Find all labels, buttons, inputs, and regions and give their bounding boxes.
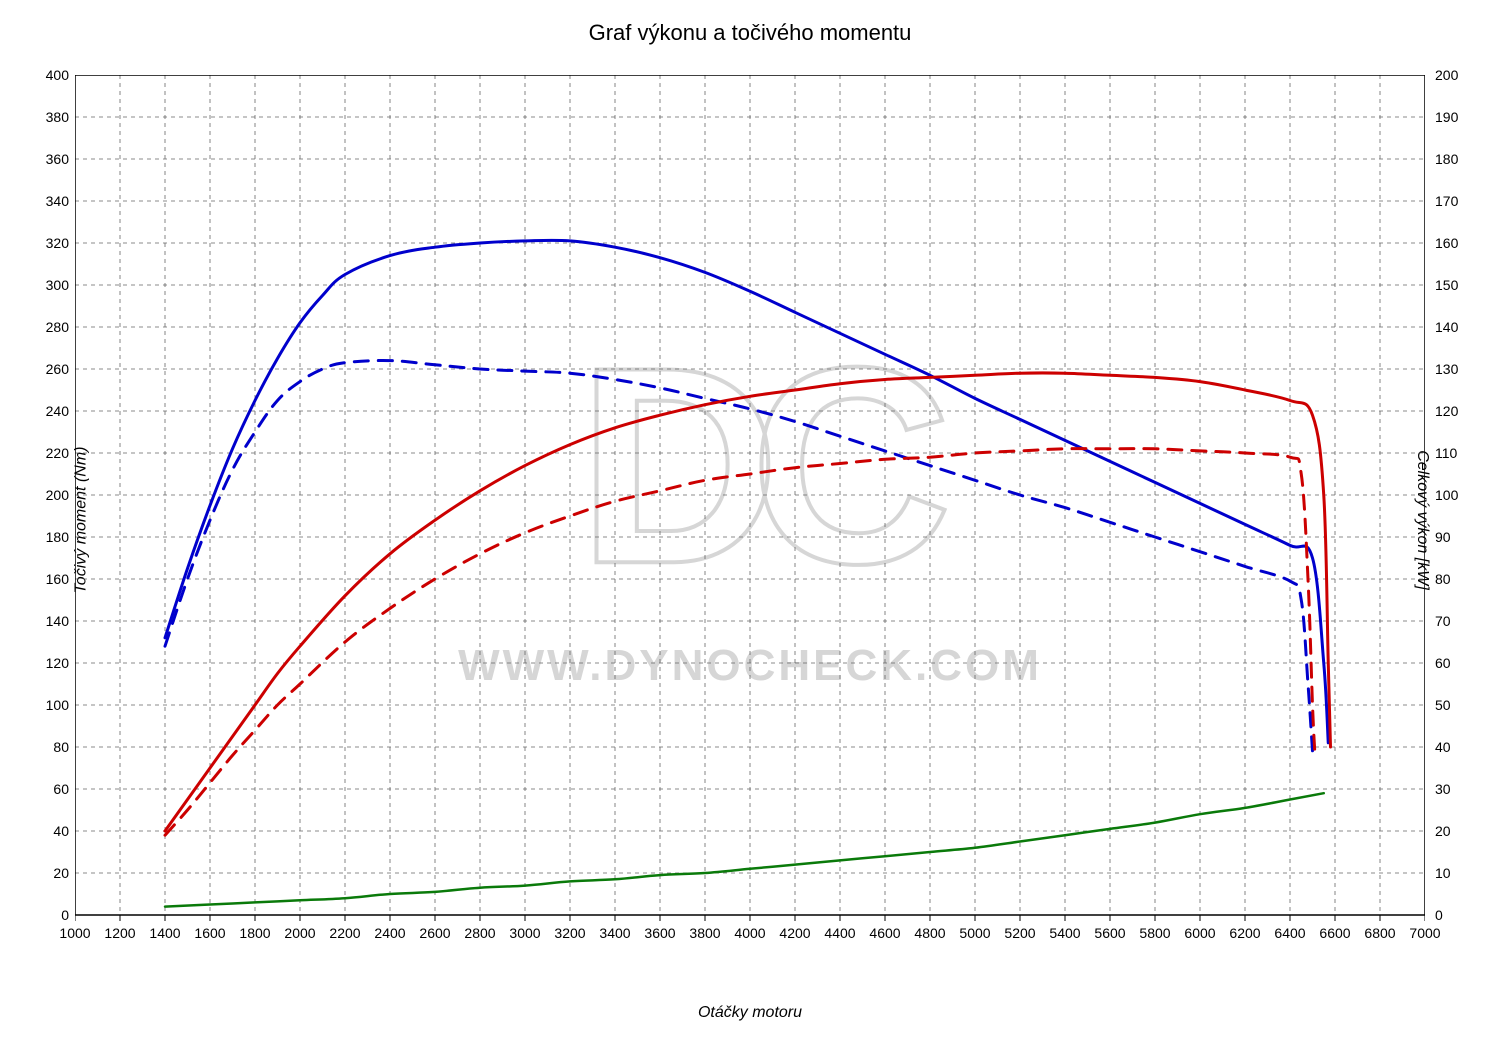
y-right-tick-label: 0 [1435,907,1475,923]
x-tick-label: 1400 [140,925,190,941]
y-right-tick-label: 160 [1435,235,1475,251]
y-right-tick-label: 200 [1435,67,1475,83]
x-tick-label: 3000 [500,925,550,941]
y-left-tick-label: 180 [29,529,69,545]
y-left-tick-label: 0 [29,907,69,923]
x-tick-label: 2000 [275,925,325,941]
y-left-tick-label: 360 [29,151,69,167]
x-tick-label: 1200 [95,925,145,941]
y-left-tick-label: 140 [29,613,69,629]
y-left-tick-label: 20 [29,865,69,881]
x-tick-label: 2400 [365,925,415,941]
y-right-tick-label: 20 [1435,823,1475,839]
y-left-tick-label: 220 [29,445,69,461]
x-tick-label: 4000 [725,925,775,941]
y-left-tick-label: 60 [29,781,69,797]
y-left-tick-label: 120 [29,655,69,671]
y-left-tick-label: 160 [29,571,69,587]
x-tick-label: 5800 [1130,925,1180,941]
x-tick-label: 2800 [455,925,505,941]
x-tick-label: 1000 [50,925,100,941]
y-right-tick-label: 100 [1435,487,1475,503]
y-right-tick-label: 70 [1435,613,1475,629]
chart-title: Graf výkonu a točivého momentu [0,20,1500,46]
plot-area: DCWWW.DYNOCHECK.COM [75,75,1425,945]
y-right-tick-label: 150 [1435,277,1475,293]
y-left-tick-label: 40 [29,823,69,839]
x-tick-label: 1600 [185,925,235,941]
y-right-tick-label: 80 [1435,571,1475,587]
y-right-tick-label: 120 [1435,403,1475,419]
y-left-tick-label: 200 [29,487,69,503]
x-tick-label: 6800 [1355,925,1405,941]
y-right-tick-label: 90 [1435,529,1475,545]
gridlines [75,75,1425,915]
x-tick-label: 1800 [230,925,280,941]
y-right-tick-label: 40 [1435,739,1475,755]
x-tick-label: 6600 [1310,925,1360,941]
x-tick-label: 6000 [1175,925,1225,941]
plot-svg: DCWWW.DYNOCHECK.COM [75,75,1425,945]
x-tick-label: 2200 [320,925,370,941]
x-tick-label: 4600 [860,925,910,941]
y-left-tick-label: 340 [29,193,69,209]
x-tick-label: 5000 [950,925,1000,941]
y-left-tick-label: 400 [29,67,69,83]
y-left-tick-label: 80 [29,739,69,755]
x-tick-label: 6200 [1220,925,1270,941]
x-tick-label: 4800 [905,925,955,941]
x-tick-label: 3600 [635,925,685,941]
y-right-tick-label: 110 [1435,445,1475,461]
dyno-chart: Graf výkonu a točivého momentu Točivý mo… [0,0,1500,1040]
x-tick-label: 4200 [770,925,820,941]
x-tick-label: 5600 [1085,925,1135,941]
y-left-tick-label: 280 [29,319,69,335]
y-left-tick-label: 260 [29,361,69,377]
y-left-tick-label: 240 [29,403,69,419]
x-tick-label: 5400 [1040,925,1090,941]
x-tick-label: 6400 [1265,925,1315,941]
x-axis-label: Otáčky motoru [0,1004,1500,1022]
series-losses_green [165,793,1324,906]
x-tick-label: 4400 [815,925,865,941]
x-tick-label: 7000 [1400,925,1450,941]
y-left-tick-label: 100 [29,697,69,713]
y-left-tick-label: 320 [29,235,69,251]
x-tick-label: 3400 [590,925,640,941]
y-right-tick-label: 170 [1435,193,1475,209]
y-left-tick-label: 300 [29,277,69,293]
y-right-tick-label: 30 [1435,781,1475,797]
y-left-tick-label: 380 [29,109,69,125]
y-right-tick-label: 140 [1435,319,1475,335]
x-tick-label: 5200 [995,925,1045,941]
y-right-tick-label: 190 [1435,109,1475,125]
x-tick-label: 3200 [545,925,595,941]
x-tick-label: 3800 [680,925,730,941]
y-right-tick-label: 180 [1435,151,1475,167]
y-right-tick-label: 130 [1435,361,1475,377]
y-right-tick-label: 60 [1435,655,1475,671]
svg-text:WWW.DYNOCHECK.COM: WWW.DYNOCHECK.COM [458,641,1042,690]
y-right-tick-label: 50 [1435,697,1475,713]
y-right-tick-label: 10 [1435,865,1475,881]
x-tick-label: 2600 [410,925,460,941]
